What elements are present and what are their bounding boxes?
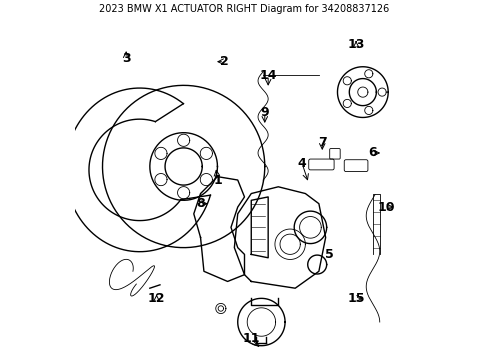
Text: 5: 5: [324, 248, 333, 261]
Text: 4: 4: [297, 157, 305, 170]
Text: 1: 1: [213, 174, 222, 186]
Text: 6: 6: [368, 147, 377, 159]
Text: 8: 8: [196, 197, 204, 210]
Text: 2: 2: [220, 55, 228, 68]
Text: 3: 3: [122, 52, 130, 65]
Text: 10: 10: [377, 201, 394, 213]
Text: 7: 7: [317, 136, 326, 149]
Text: 9: 9: [260, 106, 268, 119]
Text: 12: 12: [147, 292, 165, 305]
Text: 14: 14: [259, 69, 276, 82]
Text: 11: 11: [242, 332, 260, 346]
Text: 15: 15: [346, 292, 364, 305]
Title: 2023 BMW X1 ACTUATOR RIGHT Diagram for 34208837126: 2023 BMW X1 ACTUATOR RIGHT Diagram for 3…: [99, 4, 389, 14]
Text: 13: 13: [346, 38, 364, 51]
